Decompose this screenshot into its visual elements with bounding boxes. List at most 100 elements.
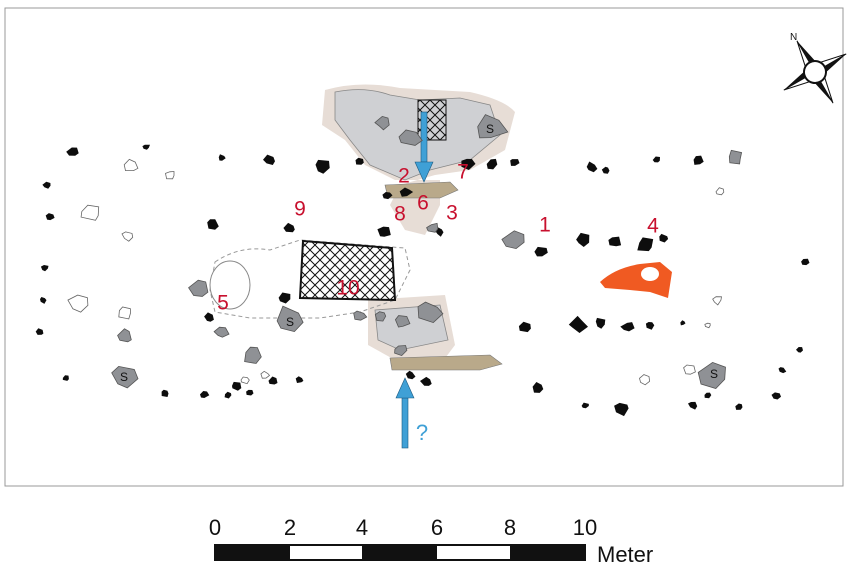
stone — [778, 367, 787, 374]
stone — [477, 114, 509, 139]
stone — [276, 305, 304, 333]
stone — [224, 391, 232, 399]
scale-label: 0 — [209, 515, 221, 540]
stone — [35, 328, 44, 335]
scale-label: 8 — [504, 515, 516, 540]
feature-number: 7 — [457, 161, 469, 184]
outline-stone — [118, 306, 131, 320]
outline-stone — [67, 294, 89, 313]
stone — [595, 317, 606, 329]
outline-stone — [639, 374, 651, 386]
stone — [111, 365, 139, 389]
outline-stone — [240, 376, 250, 385]
outline-stone — [715, 187, 725, 196]
stone — [66, 147, 79, 156]
arrow-note: ? — [416, 420, 428, 445]
stone — [735, 403, 743, 410]
stone — [510, 159, 520, 166]
stone — [268, 376, 278, 385]
dashed-outline — [209, 239, 411, 319]
stone — [45, 213, 55, 221]
stone — [486, 158, 498, 170]
feature-number: 6 — [417, 192, 429, 215]
stone — [405, 370, 416, 380]
hatched-feature — [298, 239, 397, 302]
stone — [295, 376, 304, 383]
feature-number: 1 — [539, 214, 551, 237]
outline-stone — [683, 364, 696, 375]
scale-bar — [214, 544, 586, 561]
stone — [394, 315, 411, 328]
stone — [436, 227, 444, 237]
stone — [382, 192, 393, 200]
stone — [399, 187, 414, 197]
feature-number: 4 — [647, 215, 659, 238]
outline-stone — [260, 370, 271, 379]
stone — [796, 347, 803, 353]
stone — [518, 321, 531, 333]
arrow-up — [395, 377, 415, 449]
stone — [394, 345, 408, 357]
stone — [232, 381, 242, 391]
outline-stone — [165, 171, 175, 180]
stone — [461, 158, 476, 170]
feature-number: 3 — [446, 202, 458, 225]
stone — [620, 322, 635, 332]
stone — [218, 154, 226, 161]
stone — [426, 222, 439, 233]
feature-number: 8 — [394, 203, 406, 226]
stone — [40, 265, 49, 272]
stone — [42, 181, 51, 189]
stone — [40, 297, 47, 304]
stone — [680, 320, 686, 326]
stone — [213, 326, 230, 338]
stone — [278, 292, 291, 304]
feature-number: 5 — [217, 292, 229, 315]
stone — [608, 236, 622, 247]
stone — [207, 219, 219, 230]
stone — [353, 310, 368, 321]
stone — [659, 233, 669, 243]
outline-stone — [712, 296, 722, 306]
stone — [417, 301, 444, 324]
stone-mark: S — [286, 315, 294, 329]
beam — [389, 354, 503, 371]
frame — [4, 7, 844, 487]
scale-label: 6 — [431, 515, 443, 540]
stone — [601, 166, 610, 174]
stone — [801, 258, 810, 266]
feature-number: 2 — [398, 165, 410, 188]
stone — [688, 401, 698, 410]
stone — [532, 382, 544, 393]
stone — [771, 392, 781, 400]
stone — [697, 361, 726, 389]
stone — [246, 389, 254, 396]
stone — [161, 389, 169, 397]
feature-number: 9 — [294, 198, 306, 221]
stone — [501, 230, 525, 250]
stone — [263, 154, 275, 165]
stone — [614, 402, 629, 417]
compass-label: N — [790, 32, 797, 43]
stone — [728, 149, 743, 165]
stone — [117, 328, 132, 343]
arrow-down — [414, 111, 434, 183]
stone — [581, 402, 589, 409]
stone — [142, 144, 150, 150]
stone — [645, 322, 655, 330]
stone — [62, 375, 69, 381]
stone — [568, 315, 588, 333]
stone — [586, 161, 598, 173]
outline-stone — [209, 260, 251, 310]
outline-stone — [704, 322, 711, 329]
stone — [283, 222, 295, 233]
stone — [188, 279, 209, 297]
stone — [374, 115, 390, 131]
stone — [704, 392, 712, 399]
scale-label: 4 — [356, 515, 368, 540]
stone-mark: S — [486, 122, 494, 136]
stone — [355, 157, 364, 165]
stone — [315, 159, 330, 174]
stone — [576, 232, 590, 247]
